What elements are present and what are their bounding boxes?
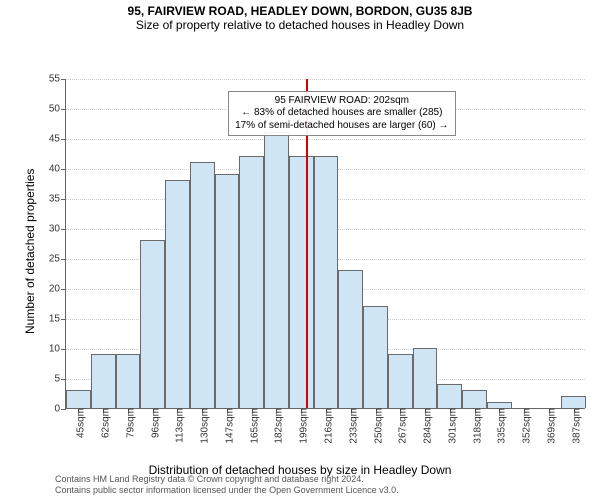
x-tick-label: 45sqm [70,408,87,438]
x-tick-label: 301sqm [441,408,458,444]
y-tick-label: 40 [49,163,66,174]
histogram-bar [413,348,438,408]
histogram-bar [561,396,586,408]
footnote-line-1: Contains HM Land Registry data © Crown c… [55,474,399,485]
histogram-bar [165,180,190,408]
histogram-bar [140,240,165,408]
histogram-bar [338,270,363,408]
histogram-bar [190,162,215,408]
histogram-bar [289,156,314,408]
page-title-line2: Size of property relative to detached ho… [0,18,600,32]
histogram-bar [264,132,289,408]
x-tick-label: 267sqm [392,408,409,444]
histogram-bar [66,390,91,408]
y-tick-label: 10 [49,343,66,354]
y-tick-label: 0 [54,403,66,414]
y-tick-label: 25 [49,253,66,264]
x-tick-label: 352sqm [516,408,533,444]
grid-line [66,139,585,140]
histogram-bar [388,354,413,408]
histogram-bar [314,156,339,408]
annotation-line-3: 17% of semi-detached houses are larger (… [235,120,448,133]
x-tick-label: 182sqm [268,408,285,444]
annotation-box: 95 FAIRVIEW ROAD: 202sqm← 83% of detache… [228,91,455,137]
y-tick-label: 35 [49,193,66,204]
y-tick-label: 20 [49,283,66,294]
histogram-bar [239,156,264,408]
y-tick-label: 45 [49,133,66,144]
annotation-line-1: 95 FAIRVIEW ROAD: 202sqm [235,95,448,108]
x-tick-label: 130sqm [194,408,211,444]
footnote-line-2: Contains public sector information licen… [55,485,399,496]
x-tick-label: 62sqm [95,408,112,438]
x-tick-label: 216sqm [318,408,335,444]
histogram-bar [116,354,141,408]
x-tick-label: 199sqm [293,408,310,444]
histogram-bar [437,384,462,408]
grid-line [66,79,585,80]
histogram-bar [363,306,388,408]
x-tick-label: 369sqm [540,408,557,444]
y-tick-label: 5 [54,373,66,384]
y-tick-label: 55 [49,73,66,84]
y-tick-label: 15 [49,313,66,324]
x-tick-label: 335sqm [491,408,508,444]
y-axis-label: Number of detached properties [23,168,37,333]
annotation-line-2: ← 83% of detached houses are smaller (28… [235,107,448,120]
x-tick-label: 284sqm [417,408,434,444]
x-tick-label: 113sqm [169,408,186,443]
x-tick-label: 387sqm [565,408,582,444]
x-tick-label: 165sqm [243,408,260,444]
page-title-line1: 95, FAIRVIEW ROAD, HEADLEY DOWN, BORDON,… [0,0,600,18]
histogram-bar [462,390,487,408]
x-tick-label: 233sqm [342,408,359,444]
x-tick-label: 79sqm [119,408,136,438]
y-tick-label: 30 [49,223,66,234]
x-tick-label: 250sqm [367,408,384,444]
x-tick-label: 96sqm [144,408,161,438]
x-tick-label: 147sqm [218,408,235,444]
histogram-bar [91,354,116,408]
histogram-bar [215,174,240,408]
y-tick-label: 50 [49,103,66,114]
footnote: Contains HM Land Registry data © Crown c… [55,474,399,497]
x-tick-label: 318sqm [466,408,483,444]
plot-area: 051015202530354045505545sqm62sqm79sqm96s… [65,79,585,409]
